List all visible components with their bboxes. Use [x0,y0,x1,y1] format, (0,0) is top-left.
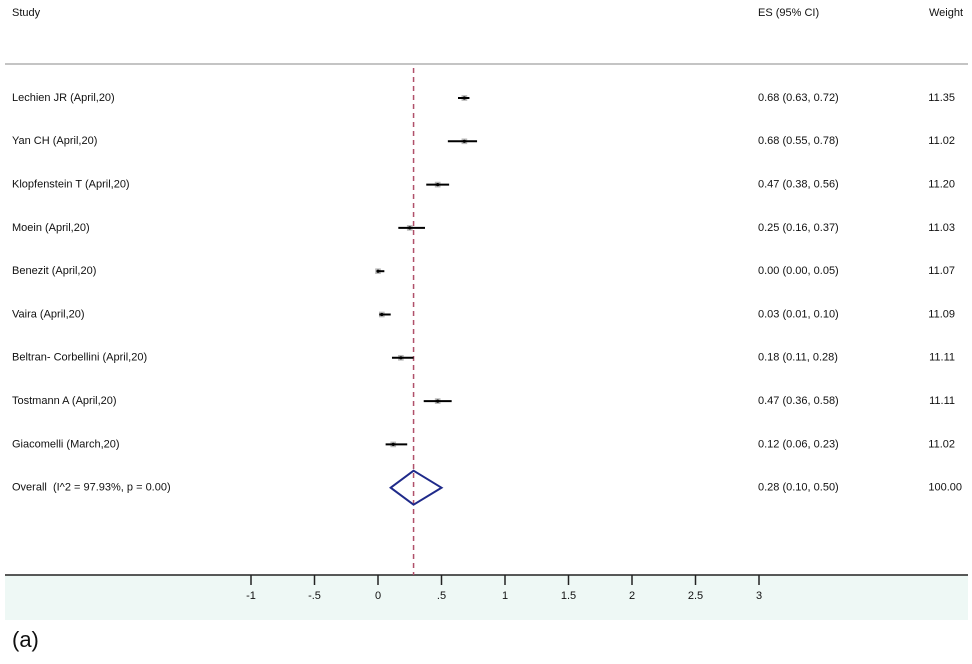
point-estimate [462,139,466,143]
point-estimate [408,226,412,230]
study-label: Beltran- Corbellini (April,20) [12,352,147,364]
weight-label: 11.20 [928,179,955,191]
weight-header: Weight [929,7,963,19]
point-estimate [436,399,440,403]
study-label: Giacomelli (March,20) [12,438,120,450]
point-estimate [391,442,395,446]
panel-label: (a) [12,627,39,652]
weight-label: 11.02 [928,438,955,450]
point-estimate [436,183,440,187]
overall-weight-label: 100.00 [928,482,962,494]
es-label: 0.47 (0.36, 0.58) [758,395,839,407]
point-estimate [380,312,384,317]
weight-label: 11.03 [928,222,955,234]
study-label: Tostmann A (April,20) [12,395,117,407]
x-tick-label: .5 [437,590,446,602]
study-label: Vaira (April,20) [12,308,85,320]
es-label: 0.18 (0.11, 0.28) [758,352,838,364]
x-tick-label: -.5 [308,590,321,602]
x-tick-label: 2.5 [688,590,703,602]
es-label: 0.03 (0.01, 0.10) [758,308,839,320]
es-label: 0.68 (0.55, 0.78) [758,135,839,147]
x-tick-label: 2 [629,590,635,602]
study-label: Moein (April,20) [12,222,90,234]
axis-band [5,575,968,620]
point-estimate [399,356,403,360]
point-estimate [462,96,466,100]
overall-es-label: 0.28 (0.10, 0.50) [758,482,839,494]
weight-label: 11.02 [928,135,955,147]
es-label: 0.25 (0.16, 0.37) [758,222,839,234]
study-label: Lechien JR (April,20) [12,92,115,104]
study-label: Benezit (April,20) [12,265,96,277]
x-tick-label: -1 [246,590,256,602]
x-tick-label: 3 [756,590,762,602]
overall-label: Overall (I^2 = 97.93%, p = 0.00) [12,482,171,494]
x-tick-label: 1.5 [561,590,576,602]
es-label: 0.12 (0.06, 0.23) [758,438,839,450]
overall-diamond [389,469,444,506]
weight-label: 11.11 [929,395,955,407]
study-label: Yan CH (April,20) [12,135,97,147]
x-tick-label: 0 [375,590,381,602]
point-estimate [376,269,380,273]
study-header: Study [12,7,41,19]
x-tick-label: 1 [502,590,508,602]
weight-label: 11.11 [929,352,955,364]
weight-label: 11.09 [928,308,955,320]
es-label: 0.68 (0.63, 0.72) [758,92,839,104]
es-label: 0.00 (0.00, 0.05) [758,265,839,277]
study-label: Klopfenstein T (April,20) [12,179,130,191]
es-label: 0.47 (0.38, 0.56) [758,179,839,191]
weight-label: 11.35 [928,92,955,104]
weight-label: 11.07 [928,265,955,277]
es-header: ES (95% CI) [758,7,819,19]
